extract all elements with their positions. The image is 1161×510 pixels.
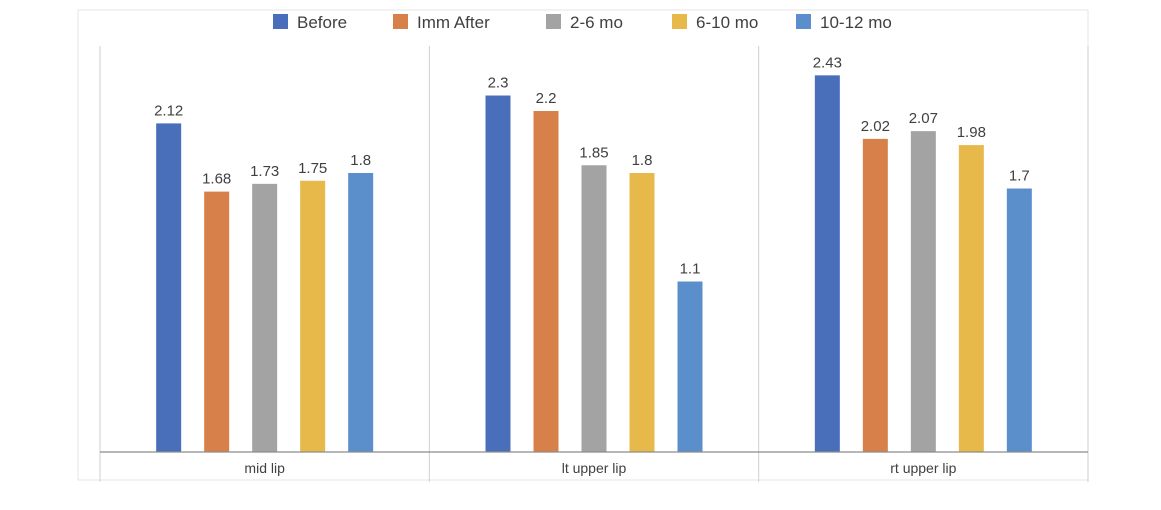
bar [533, 111, 559, 452]
legend: Before Imm After 2-6 mo 6-10 mo 10-12 mo [273, 13, 892, 32]
x-tick-label: rt upper lip [890, 460, 956, 476]
legend-swatch [546, 14, 561, 29]
category-separators [99, 46, 1089, 482]
data-label: 1.7 [1009, 168, 1030, 185]
bar [677, 281, 703, 452]
legend-label: 6-10 mo [696, 13, 758, 32]
data-label: 2.3 [488, 75, 509, 92]
legend-swatch [393, 14, 408, 29]
data-label: 1.98 [957, 124, 986, 141]
bars [156, 75, 1032, 453]
data-label: 2.07 [909, 110, 938, 127]
x-tick-label: lt upper lip [562, 460, 627, 476]
data-label: 1.8 [632, 152, 653, 169]
data-label: 1.8 [350, 152, 371, 169]
legend-swatch [796, 14, 811, 29]
bar [156, 123, 182, 453]
bar [629, 173, 655, 452]
bar [1006, 188, 1032, 452]
data-label: 2.43 [813, 54, 842, 71]
x-tick-labels: mid lip lt upper lip rt upper lip [244, 460, 956, 476]
data-labels: 2.12 1.68 1.73 1.75 1.8 2.3 2.2 1.85 1.8 1.1 2.43 2… [154, 54, 1030, 277]
bar [252, 183, 278, 452]
bar [581, 165, 607, 452]
bar [300, 180, 326, 452]
data-label: 1.1 [680, 261, 701, 278]
data-label: 1.75 [298, 160, 327, 177]
bar [348, 173, 374, 452]
legend-label: 10-12 mo [820, 13, 892, 32]
bar [910, 131, 936, 452]
data-label: 2.02 [861, 118, 890, 135]
bar [862, 138, 888, 452]
data-label: 1.73 [250, 163, 279, 180]
legend-swatch [273, 14, 288, 29]
data-label: 1.85 [579, 144, 608, 161]
data-label: 1.68 [202, 171, 231, 188]
bar [814, 75, 840, 452]
data-label: 2.2 [536, 90, 557, 107]
legend-label: Before [297, 13, 347, 32]
x-tick-label: mid lip [244, 460, 285, 476]
bar [485, 95, 511, 452]
legend-swatch [672, 14, 687, 29]
bar [204, 191, 230, 452]
legend-label: Imm After [417, 13, 490, 32]
bar [958, 145, 984, 452]
legend-label: 2-6 mo [570, 13, 623, 32]
data-label: 2.12 [154, 102, 183, 119]
